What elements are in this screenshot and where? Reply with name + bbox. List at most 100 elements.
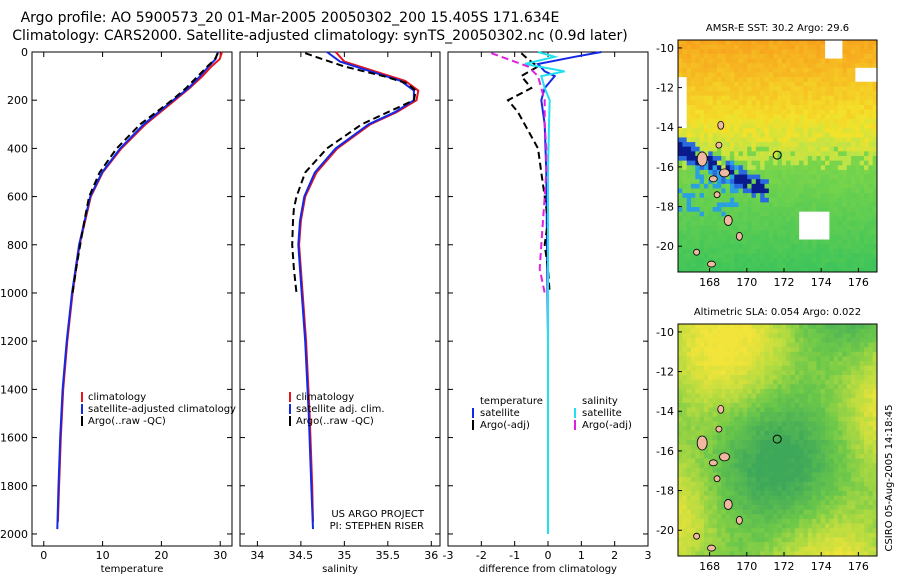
sla-map-cell [855, 477, 861, 483]
sst-map-cell [751, 63, 757, 69]
sla-map-cell [764, 514, 770, 520]
sst-map-cell [716, 100, 722, 106]
sst-map-cell [695, 44, 701, 50]
sst-map-cell [855, 53, 861, 59]
sst-map-cell [825, 123, 830, 129]
sla-map-cell [747, 440, 752, 446]
sst-map-cell [747, 63, 752, 69]
sst-map-cell [686, 53, 692, 59]
sla-map-cell [695, 421, 701, 427]
sla-map-cell [764, 361, 770, 367]
sla-map-cell [829, 393, 835, 399]
sla-map-cell [781, 467, 787, 473]
sla-map-cell [838, 361, 843, 367]
sla-map-cell [838, 463, 843, 469]
sst-map-cell [816, 86, 822, 92]
sla-map-cell [755, 375, 761, 381]
sla-map-cell [699, 430, 705, 436]
sla-map-cell [695, 356, 701, 362]
sla-map-cell [729, 440, 735, 446]
sla-map-cell [803, 426, 809, 432]
sst-map-cell [846, 262, 852, 268]
sst-map-cell [846, 207, 852, 213]
sst-map-cell [859, 188, 865, 194]
sla-map-cell [829, 398, 835, 404]
sla-map-cell [703, 347, 709, 353]
sla-map-cell [851, 365, 856, 371]
sst-map-cell [716, 104, 722, 110]
sla-map-cell [690, 523, 696, 529]
sst-map-cell [703, 123, 709, 129]
sla-map-cell [781, 542, 787, 548]
sla-map-cell [872, 518, 878, 524]
sla-map-cell [708, 472, 714, 478]
sst-map-cell [738, 137, 744, 143]
sst-map-cell [690, 104, 696, 110]
sst-map-cell [699, 72, 705, 78]
sst-map-cell [786, 225, 791, 231]
sst-map-cell [820, 123, 826, 129]
sst-map-cell [708, 128, 714, 134]
sla-map-cell [846, 384, 852, 390]
sla-map-cell [755, 421, 761, 427]
sst-map-cell [773, 174, 778, 180]
sla-map-cell [742, 430, 748, 436]
sst-map-cell [742, 40, 748, 46]
sst-map-cell [690, 49, 696, 55]
sst-map-cell [742, 137, 748, 143]
sst-map-cell [768, 77, 774, 83]
sst-map-cell [781, 174, 787, 180]
sla-map-cell [790, 449, 796, 455]
sla-map-cell [699, 463, 705, 469]
sst-map-cell [825, 160, 830, 166]
sla-map-cell [864, 518, 869, 524]
sla-map-cell [816, 351, 822, 357]
sla-map-cell [703, 407, 709, 413]
sst-map-cell [777, 146, 783, 152]
sst-map-cell [721, 118, 726, 124]
difference-series-2 [524, 51, 565, 534]
sla-map-cell [712, 356, 718, 362]
sla-map-cell [764, 398, 770, 404]
sla-map-cell [725, 467, 731, 473]
sst-map-cell [825, 193, 830, 199]
sst-map-cell [725, 72, 731, 78]
sst-map-cell [816, 216, 822, 222]
sla-map-cell [708, 421, 714, 427]
sla-map-cell [812, 384, 817, 390]
sla-map-cell [773, 393, 778, 399]
sst-map-cell [846, 188, 852, 194]
sla-map-cell [833, 412, 839, 418]
sst-map-cell [829, 91, 835, 97]
sla-map-cell [820, 426, 826, 432]
sst-map-cell [686, 197, 692, 203]
sst-map-cell [803, 86, 809, 92]
sst-map-cell [781, 81, 787, 87]
sst-map-cell [812, 197, 817, 203]
sla-map-cell [859, 486, 865, 492]
sla-map-cell [747, 393, 752, 399]
sla-map-cell [742, 388, 748, 394]
sst-map-cell [812, 169, 817, 175]
sst-map-cell [812, 253, 817, 259]
sst-map-cell [812, 156, 817, 162]
sst-map-cell [695, 169, 701, 175]
sla-map-cell [751, 477, 757, 483]
sla-map-cell [738, 347, 744, 353]
sst-map-cell [777, 53, 783, 59]
sla-map-cell [820, 504, 826, 510]
sst-map-cell [799, 220, 804, 226]
sst-map-cell [755, 53, 761, 59]
sla-map-cell [820, 481, 826, 487]
sla-map-cell [838, 347, 843, 353]
sst-map-cell [829, 239, 835, 245]
sla-map-cell [820, 361, 826, 367]
sst-map-cell [799, 239, 804, 245]
sst-map-cell [859, 230, 865, 236]
sla-map-cell [703, 337, 709, 343]
sla-map-cell [781, 328, 787, 334]
sla-map-cell [682, 430, 688, 436]
sst-map-cell [855, 123, 861, 129]
sla-map-cell [764, 467, 770, 473]
sst-map-cell [734, 267, 739, 273]
